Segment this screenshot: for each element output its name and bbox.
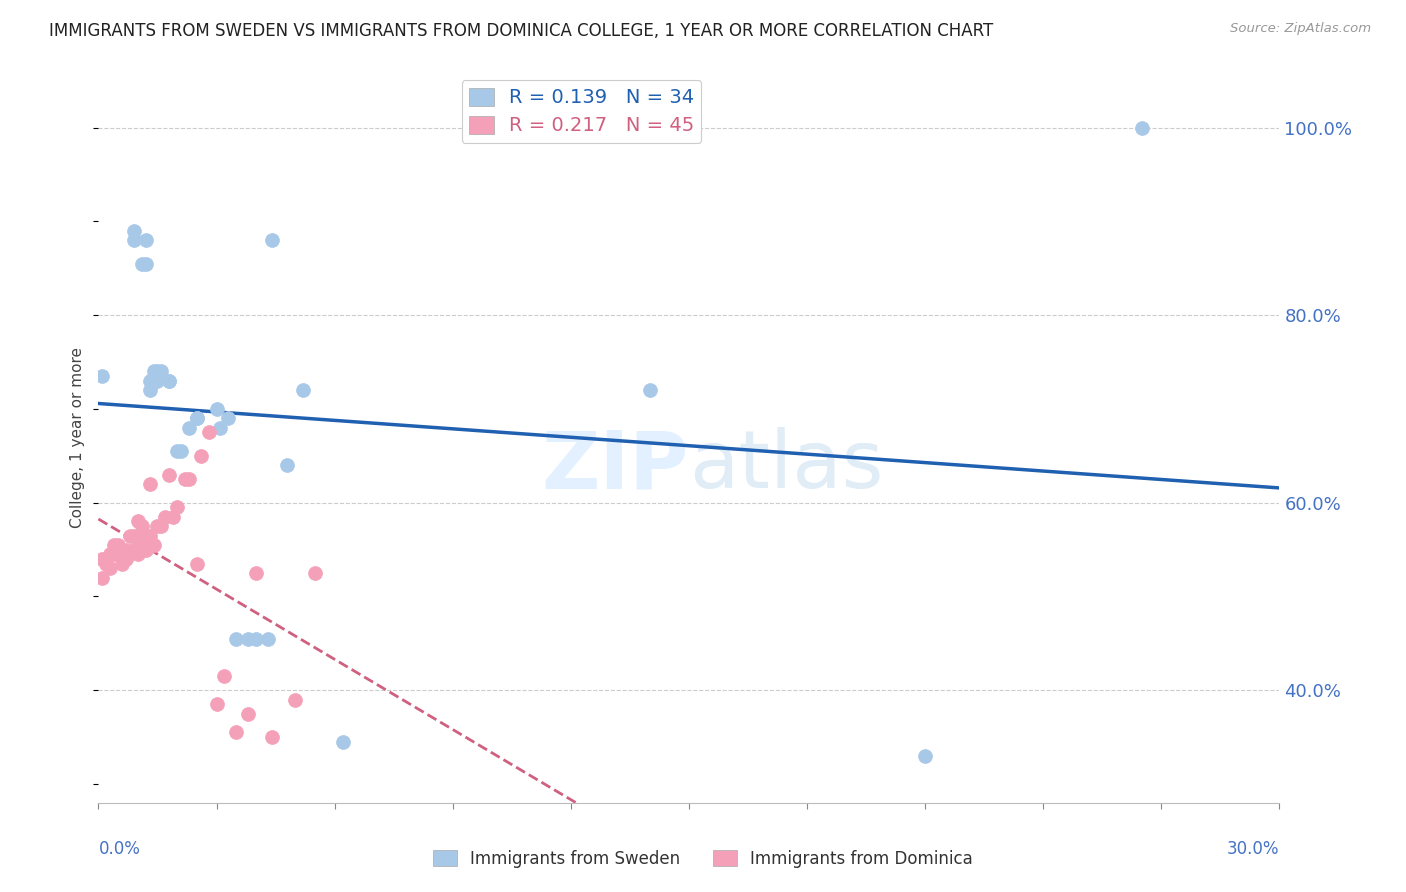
Point: [150, 364, 173, 378]
Point: [135, 542, 157, 557]
Point: [166, 500, 188, 515]
Point: [138, 383, 160, 397]
Point: [91, 571, 114, 585]
Point: [186, 557, 208, 571]
Point: [214, 669, 236, 683]
Point: [127, 515, 149, 529]
Point: [142, 538, 165, 552]
Point: [135, 528, 157, 542]
Point: [103, 547, 125, 561]
Point: [162, 509, 184, 524]
Text: atlas: atlas: [689, 427, 883, 506]
Point: [638, 383, 661, 397]
Point: [150, 519, 173, 533]
Point: [217, 411, 239, 425]
Point: [142, 369, 165, 384]
Point: [157, 467, 180, 482]
Point: [225, 725, 247, 739]
Point: [146, 364, 169, 378]
Point: [304, 566, 326, 580]
Text: IMMIGRANTS FROM SWEDEN VS IMMIGRANTS FROM DOMINICA COLLEGE, 1 YEAR OR MORE CORRE: IMMIGRANTS FROM SWEDEN VS IMMIGRANTS FRO…: [49, 22, 994, 40]
Point: [190, 449, 212, 463]
Point: [122, 233, 145, 247]
Point: [98, 561, 121, 575]
Point: [236, 632, 259, 646]
Text: 0.0%: 0.0%: [98, 840, 141, 858]
Point: [186, 411, 208, 425]
Point: [260, 233, 283, 247]
Point: [91, 552, 114, 566]
Point: [155, 509, 177, 524]
Point: [157, 374, 180, 388]
Point: [118, 528, 141, 542]
Point: [135, 257, 157, 271]
Text: 30.0%: 30.0%: [1227, 840, 1279, 858]
Legend: Immigrants from Sweden, Immigrants from Dominica: Immigrants from Sweden, Immigrants from …: [426, 844, 980, 875]
Point: [177, 420, 200, 434]
Point: [131, 519, 153, 533]
Point: [111, 542, 134, 557]
Point: [138, 477, 160, 491]
Point: [205, 698, 228, 712]
Point: [135, 233, 157, 247]
Point: [157, 374, 180, 388]
Point: [142, 364, 165, 378]
Point: [122, 528, 145, 542]
Point: [103, 538, 125, 552]
Point: [107, 547, 129, 561]
Point: [118, 547, 141, 561]
Point: [146, 519, 169, 533]
Point: [98, 547, 121, 561]
Y-axis label: College, 1 year or more: College, 1 year or more: [70, 347, 86, 527]
Point: [284, 692, 307, 706]
Legend: R = 0.139   N = 34, R = 0.217   N = 45: R = 0.139 N = 34, R = 0.217 N = 45: [461, 80, 702, 143]
Point: [186, 411, 208, 425]
Point: [236, 706, 259, 721]
Point: [260, 730, 283, 744]
Point: [122, 224, 145, 238]
Point: [115, 552, 138, 566]
Point: [111, 557, 134, 571]
Point: [174, 472, 197, 486]
Point: [332, 735, 354, 749]
Point: [96, 557, 118, 571]
Point: [1130, 120, 1153, 135]
Point: [115, 542, 138, 557]
Point: [131, 257, 153, 271]
Point: [276, 458, 298, 473]
Point: [127, 547, 149, 561]
Point: [138, 528, 160, 542]
Point: [256, 632, 278, 646]
Point: [122, 542, 145, 557]
Point: [197, 425, 219, 440]
Point: [166, 444, 188, 458]
Text: ZIP: ZIP: [541, 427, 689, 506]
Point: [225, 632, 247, 646]
Point: [245, 632, 267, 646]
Point: [209, 420, 232, 434]
Point: [292, 383, 315, 397]
Point: [107, 538, 129, 552]
Point: [205, 401, 228, 416]
Point: [146, 374, 169, 388]
Point: [170, 444, 193, 458]
Point: [177, 472, 200, 486]
Point: [914, 748, 936, 763]
Point: [131, 538, 153, 552]
Point: [245, 566, 267, 580]
Point: [138, 374, 160, 388]
Point: [91, 369, 114, 384]
Text: Source: ZipAtlas.com: Source: ZipAtlas.com: [1230, 22, 1371, 36]
